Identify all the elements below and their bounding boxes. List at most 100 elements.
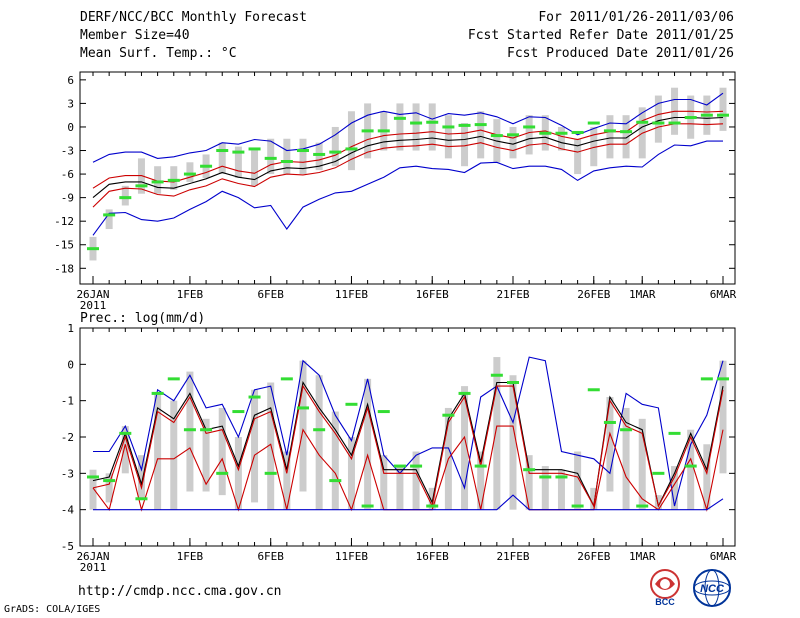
ensemble-box: [170, 400, 178, 510]
x-tick-label: 6MAR: [710, 288, 737, 301]
ensemble-box: [509, 126, 517, 159]
ensemble-box: [218, 142, 226, 175]
y-tick-label: -3: [61, 467, 74, 480]
series-red-upper: [92, 110, 724, 189]
fcst-produced-date: Fcst Produced Date 2011/01/26: [507, 46, 734, 61]
y-tick-label: -15: [54, 239, 74, 252]
y-tick-label: -18: [54, 262, 74, 275]
ensemble-box: [186, 371, 194, 492]
ensemble-box: [234, 437, 242, 510]
ensemble-box: [719, 87, 727, 131]
ensemble-box: [509, 375, 517, 510]
ensemble-box: [137, 455, 145, 499]
ensemble-box: [251, 150, 259, 186]
x-tick-label: 6MAR: [710, 550, 737, 563]
ensemble-box: [234, 146, 242, 178]
y-tick-label: 0: [67, 121, 74, 134]
series-blue-max: [92, 92, 724, 163]
y-tick-label: 6: [67, 74, 74, 87]
x-year-label: 2011: [80, 561, 107, 574]
x-tick-label: 1MAR: [629, 288, 656, 301]
ensemble-box: [461, 386, 469, 510]
ensemble-box: [121, 185, 129, 206]
ensemble-box: [364, 378, 372, 510]
variable-label: Mean Surf. Temp.: °C: [80, 46, 237, 61]
ensemble-box: [347, 437, 355, 510]
ensemble-box: [283, 138, 291, 175]
ensemble-box: [89, 469, 97, 510]
ensemble-box: [251, 389, 259, 503]
ensemble-box: [654, 95, 662, 143]
x-tick-label: 26FEB: [577, 550, 610, 563]
ensemble-box: [638, 418, 646, 510]
series-blue-min: [93, 494, 724, 511]
ensemble-box: [396, 103, 404, 151]
ensemble-box: [622, 115, 630, 159]
ensemble-box: [590, 487, 598, 510]
x-tick-label: 26JAN: [76, 550, 109, 563]
y-tick-label: -5: [61, 540, 74, 553]
ensemble-box: [396, 466, 404, 510]
ensemble-box: [218, 407, 226, 496]
y-tick-label: -9: [61, 192, 74, 205]
ensemble-box: [557, 469, 565, 510]
x-tick-label: 26FEB: [577, 288, 610, 301]
ensemble-box: [671, 466, 679, 510]
series-ensemble-mean: [92, 116, 724, 199]
x-year-label: 2011: [80, 299, 107, 312]
ensemble-box: [444, 115, 452, 159]
series-blue-max: [93, 356, 724, 507]
ensemble-box: [654, 495, 662, 510]
ensemble-box: [202, 418, 210, 492]
ensemble-box: [170, 166, 178, 190]
ensemble-box: [428, 103, 436, 151]
y-tick-label: -6: [61, 168, 74, 181]
x-tick-label: 6FEB: [257, 550, 284, 563]
x-tick-label: 1FEB: [177, 550, 204, 563]
ensemble-box: [590, 126, 598, 167]
y-tick-label: -1: [61, 395, 74, 408]
series-ensemble-mean: [92, 381, 724, 508]
plot-frame: [79, 71, 736, 285]
ensemble-box: [687, 429, 695, 510]
member-size: Member Size=40: [80, 28, 190, 43]
ensemble-box: [331, 411, 339, 510]
x-tick-label: 1MAR: [629, 550, 656, 563]
ensemble-box: [525, 115, 533, 155]
ensemble-box: [622, 407, 630, 510]
x-tick-label: 11FEB: [335, 550, 368, 563]
ensemble-box: [315, 375, 323, 510]
ensemble-box: [347, 111, 355, 171]
series-red-mean: [92, 384, 724, 508]
ensemble-box: [428, 487, 436, 510]
ensemble-box: [541, 466, 549, 510]
y-tick-label: 3: [67, 97, 74, 110]
source-url[interactable]: http://cmdp.ncc.cma.gov.cn: [78, 584, 282, 599]
ensemble-box: [154, 393, 162, 510]
ensemble-box: [493, 357, 501, 510]
ensemble-box: [477, 111, 485, 159]
y-tick-label: -3: [61, 145, 74, 158]
ensemble-box: [315, 142, 323, 171]
ensemble-box: [606, 115, 614, 159]
x-tick-label: 16FEB: [416, 288, 449, 301]
y-tick-label: 1: [67, 322, 74, 335]
ensemble-box: [525, 455, 533, 510]
ensemble-box: [477, 451, 485, 510]
y-tick-label: -2: [61, 431, 74, 444]
y-tick-label: -12: [54, 215, 74, 228]
ensemble-box: [299, 360, 307, 492]
grads-credit: GrADS: COLA/IGES: [4, 604, 101, 615]
ensemble-box: [412, 103, 420, 151]
ensemble-box: [380, 455, 388, 510]
x-tick-label: 16FEB: [416, 550, 449, 563]
bcc-logo: BCC: [650, 569, 680, 607]
ensemble-box: [574, 451, 582, 510]
ensemble-box: [105, 473, 113, 503]
forecast-period: For 2011/01/26-2011/03/06: [538, 10, 734, 25]
ensemble-box: [299, 138, 307, 175]
bcc-logo-text: BCC: [655, 597, 675, 607]
series-red-lower: [92, 123, 724, 208]
